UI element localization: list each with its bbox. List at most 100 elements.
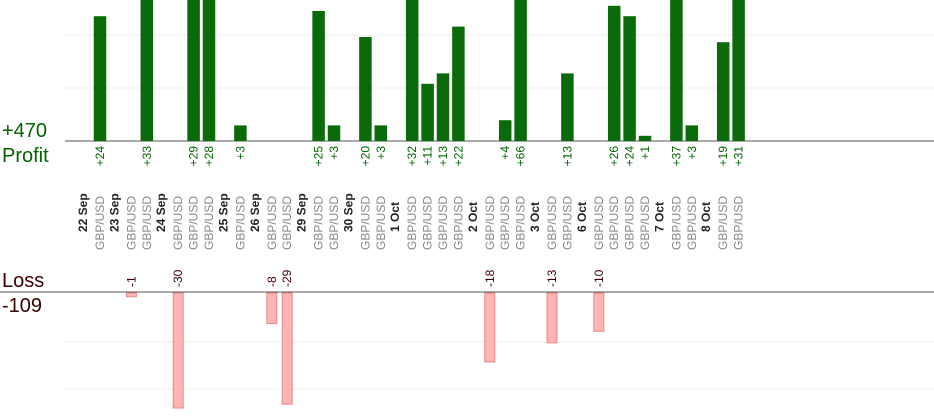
profit-bar (732, 0, 745, 141)
profit-value-label: +4 (498, 146, 512, 160)
loss-value-label: -29 (280, 269, 294, 287)
pair-label: GBP/USD (451, 196, 465, 250)
pair-label: GBP/USD (124, 196, 138, 250)
profit-bar (359, 37, 372, 141)
profit-value-label: +22 (451, 146, 465, 167)
profit-value-label: +1 (638, 146, 652, 160)
date-label: 23 Sep (107, 193, 121, 232)
profit-value-label: +3 (685, 146, 699, 160)
profit-bar (685, 125, 699, 141)
profit-value-label: +20 (358, 146, 372, 167)
date-label: 22 Sep (76, 193, 90, 232)
date-label: 7 Oct (652, 202, 666, 232)
loss-bar (281, 292, 293, 405)
date-label: 29 Sep (295, 193, 309, 232)
profit-value-label: +37 (669, 146, 683, 167)
pair-label: GBP/USD (592, 196, 606, 250)
loss-total: -109 (2, 295, 43, 317)
profit-value-label: +3 (327, 146, 341, 160)
date-label: 24 Sep (154, 193, 168, 232)
pair-label: GBP/USD (638, 196, 652, 250)
pair-label: GBP/USD (93, 196, 107, 250)
profit-bar (452, 26, 465, 142)
date-label: 3 Oct (528, 202, 542, 232)
profit-bar (374, 125, 388, 141)
profit-bar (405, 0, 419, 141)
pair-label: GBP/USD (421, 196, 435, 250)
pair-label: GBP/USD (280, 196, 294, 250)
profit-bar (607, 5, 621, 141)
loss-bar (266, 292, 278, 325)
profit-bar (327, 125, 341, 141)
profit-bar (187, 0, 200, 141)
date-label: 8 Oct (699, 202, 713, 232)
profit-value-label: +26 (607, 146, 621, 167)
profit-value-label: +13 (436, 146, 450, 167)
pair-label: GBP/USD (685, 196, 699, 250)
pair-label: GBP/USD (669, 196, 683, 250)
pair-label: GBP/USD (140, 196, 154, 250)
profit-bar (498, 120, 512, 141)
profit-bar (140, 0, 154, 141)
pair-label: GBP/USD (623, 196, 637, 250)
profit-bar (670, 0, 683, 141)
pair-label: GBP/USD (607, 196, 621, 250)
profit-value-label: +28 (202, 146, 216, 167)
profit-bar (638, 135, 652, 141)
pair-label: GBP/USD (374, 196, 388, 250)
profit-value-label: +33 (140, 146, 154, 167)
pair-label: GBP/USD (514, 196, 528, 250)
loss-value-label: -10 (592, 269, 606, 287)
pair-label: GBP/USD (187, 196, 201, 250)
profit-bar (623, 16, 636, 142)
pair-label: GBP/USD (202, 196, 216, 250)
profit-total: +470 (2, 120, 48, 142)
loss-bar (546, 292, 558, 344)
profit-value-label: +25 (312, 146, 326, 167)
profit-value-label: +13 (560, 146, 574, 167)
profit-value-label: +24 (93, 146, 107, 167)
profit-bar (716, 42, 730, 142)
date-label: 26 Sep (248, 193, 262, 232)
loss-value-label: -30 (171, 269, 185, 287)
profit-value-label: +24 (623, 146, 637, 167)
profit-bar (202, 0, 216, 141)
profit-value-label: +66 (514, 146, 528, 167)
loss-label: Loss (2, 270, 45, 292)
pair-label: GBP/USD (171, 196, 185, 250)
date-label: 25 Sep (216, 193, 230, 232)
date-label: 2 Oct (466, 202, 480, 232)
loss-bar (125, 292, 137, 298)
loss-value-label: -13 (545, 269, 559, 287)
date-label: 30 Sep (341, 193, 355, 232)
profit-bar (514, 0, 527, 141)
profit-value-label: +31 (732, 146, 746, 167)
pair-label: GBP/USD (560, 196, 574, 250)
pair-label: GBP/USD (483, 196, 497, 250)
profit-value-label: +29 (187, 146, 201, 167)
pair-label: GBP/USD (498, 196, 512, 250)
pair-label: GBP/USD (327, 196, 341, 250)
pair-label: GBP/USD (265, 196, 279, 250)
profit-value-label: +3 (233, 146, 247, 160)
pair-label: GBP/USD (233, 196, 247, 250)
loss-value-label: -8 (265, 276, 279, 287)
pair-label: GBP/USD (732, 196, 746, 250)
profit-bar (93, 16, 107, 142)
date-label: 6 Oct (575, 202, 589, 232)
date-label: 1 Oct (388, 202, 402, 232)
profit-value-label: +3 (374, 146, 388, 160)
profit-value-label: +32 (405, 146, 419, 167)
loss-value-label: -18 (483, 269, 497, 287)
loss-bar (172, 292, 184, 409)
profit-bar (234, 125, 247, 141)
loss-value-label: -1 (124, 276, 138, 287)
profit-value-label: +11 (421, 146, 435, 166)
pair-label: GBP/USD (358, 196, 372, 250)
pair-label: GBP/USD (716, 196, 730, 250)
profit-label: Profit (2, 145, 49, 167)
profit-value-label: +19 (716, 146, 730, 167)
profit-bar (561, 73, 574, 141)
